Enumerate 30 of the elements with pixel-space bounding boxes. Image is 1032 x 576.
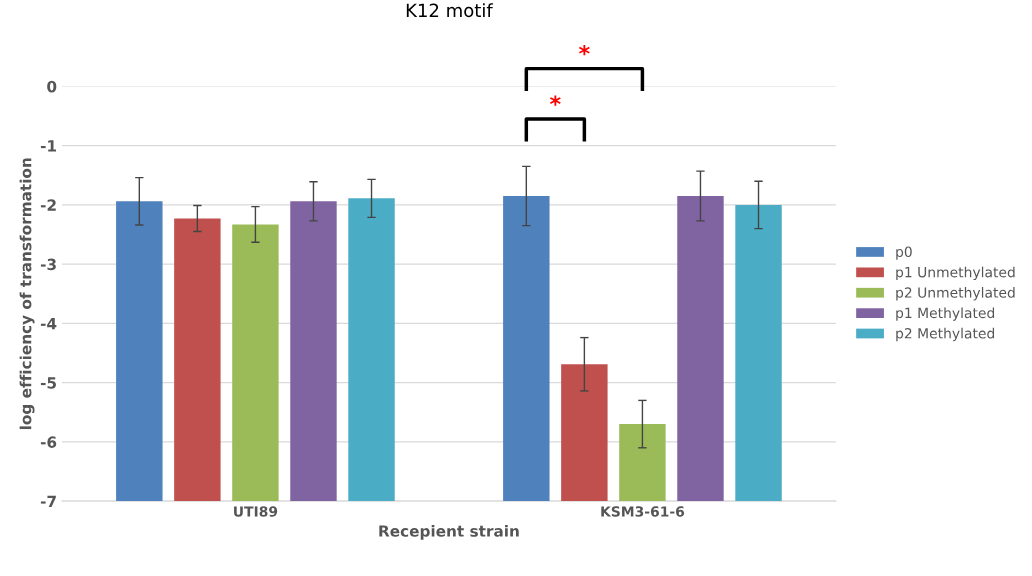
bar [735,204,782,502]
y-tick-label: -4 [40,318,57,330]
bar [619,424,666,502]
bar [503,196,550,502]
chart-title: K12 motif [406,3,494,18]
bar [677,196,724,502]
y-tick-label: -7 [40,495,56,507]
bar [232,224,279,502]
y-tick-label: -1 [40,140,57,152]
y-tick-label: -5 [40,377,56,389]
legend-label: p1 Unmethylated [896,266,1015,281]
y-tick-label: -6 [40,436,57,448]
x-tick-label: UTI89 [234,506,278,517]
bar [290,201,337,502]
annotation: * [549,95,561,106]
y-tick-label: 0 [47,80,57,93]
legend-label: p1 Methylated [896,307,995,321]
bar [116,201,163,502]
legend-label: p2 Methylated [896,327,995,342]
x-axis-title: Recepient strain [379,524,519,540]
bar [561,364,608,502]
bar [348,198,395,502]
y-axis-title: log efficiency of transformation [19,158,35,430]
legend-label: p2 Unmethylated [896,287,1015,301]
y-tick-label: -3 [40,258,56,271]
x-tick-label: KSM3-61-6 [601,506,685,517]
y-tick-label: -2 [40,199,56,211]
bar [174,218,221,502]
legend-label: p0 [896,246,912,260]
text: * [579,45,590,56]
